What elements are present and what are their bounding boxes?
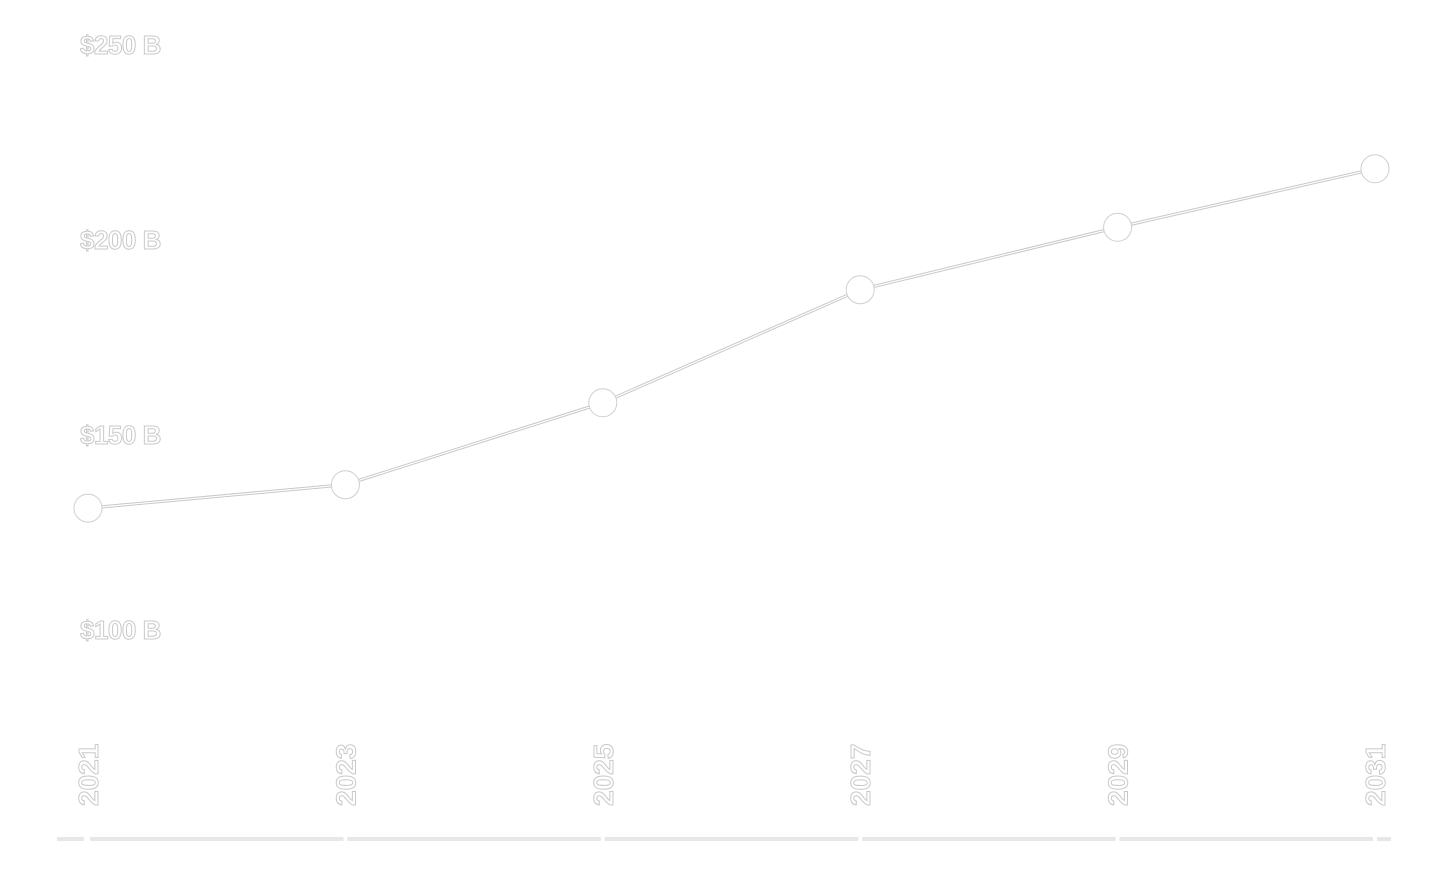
x-tick-label: 2027	[845, 744, 876, 806]
series-layer	[86, 167, 1377, 510]
y-tick-label: $250 B	[80, 30, 161, 60]
data-point	[588, 388, 618, 418]
y-tick-label: $150 B	[80, 420, 161, 450]
x-tick-label: 2025	[588, 744, 619, 806]
y-axis-labels: $250 B $200 B $150 B $100 B	[80, 30, 162, 646]
data-points	[73, 154, 1390, 523]
data-point	[845, 275, 875, 305]
y-tick-label: $100 B	[80, 615, 161, 645]
data-point	[1103, 212, 1133, 242]
x-axis-labels: 2021 2023 2025 2027 2029 2031	[73, 743, 1392, 806]
y-tick-label: $200 B	[80, 225, 161, 255]
data-point	[330, 470, 360, 500]
x-tick-label: 2029	[1103, 744, 1134, 806]
x-tick-label: 2023	[330, 744, 361, 806]
data-point	[1360, 154, 1390, 184]
data-point	[73, 493, 103, 523]
series-line	[86, 167, 1377, 510]
x-tick-label: 2031	[1360, 744, 1391, 806]
series-line-highlight	[87, 168, 1376, 509]
x-tick-label: 2021	[73, 744, 104, 806]
